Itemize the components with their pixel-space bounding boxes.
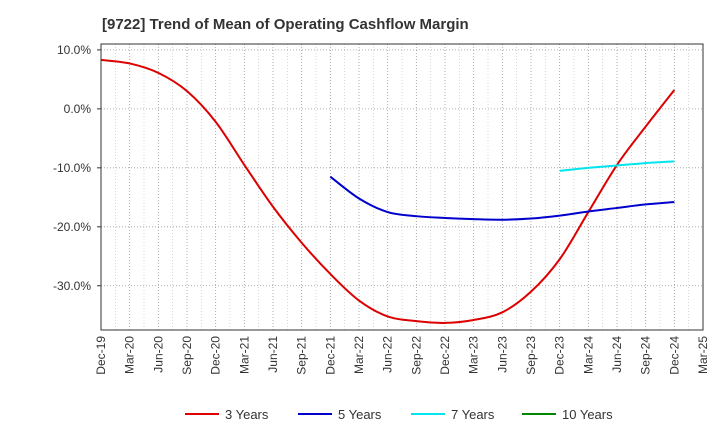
x-tick-label: Sep-21 xyxy=(295,336,309,375)
x-tick-label: Sep-23 xyxy=(524,336,538,375)
plot-area-frame xyxy=(100,43,704,331)
x-tick-label: Dec-23 xyxy=(553,336,567,375)
x-tick-label: Mar-23 xyxy=(467,336,481,374)
legend-label: 10 Years xyxy=(562,407,613,422)
legend-label: 3 Years xyxy=(225,407,269,422)
chart-title: [9722] Trend of Mean of Operating Cashfl… xyxy=(102,16,469,33)
x-tick-label: Mar-25 xyxy=(696,336,710,374)
x-tick-label: Mar-21 xyxy=(237,336,251,374)
x-tick-label: Jun-22 xyxy=(381,336,395,373)
x-tick-label: Jun-23 xyxy=(495,336,509,373)
x-tick-label: Mar-22 xyxy=(352,336,366,374)
y-tick-label: -30.0% xyxy=(53,279,91,293)
series-line-5-years xyxy=(329,175,675,221)
y-tick-label: -10.0% xyxy=(53,161,91,175)
legend-label: 7 Years xyxy=(451,407,495,422)
x-tick-label: Jun-24 xyxy=(610,336,624,373)
legend: 3 Years 5 Years 7 Years 10 Years xyxy=(185,407,613,422)
grid-lines xyxy=(101,44,703,330)
series-line-3-years xyxy=(100,58,676,324)
y-axis-tick-labels: 10.0% 0.0% -10.0% -20.0% -30.0% xyxy=(53,43,101,293)
x-tick-label: Sep-22 xyxy=(409,336,423,375)
y-tick-label: -20.0% xyxy=(53,220,91,234)
x-tick-label: Mar-20 xyxy=(123,336,137,374)
x-tick-label: Dec-22 xyxy=(438,336,452,375)
x-tick-label: Sep-20 xyxy=(180,336,194,375)
x-tick-label: Jun-20 xyxy=(151,336,165,373)
x-tick-label: Mar-24 xyxy=(581,336,595,374)
x-tick-label: Dec-21 xyxy=(323,336,337,375)
x-axis-tick-labels: Dec-19 Mar-20 Jun-20 Sep-20 Dec-20 Mar-21 Jun-… xyxy=(94,336,710,375)
legend-label: 5 Years xyxy=(338,407,382,422)
series-line-7-years xyxy=(559,160,675,172)
y-tick-label: 0.0% xyxy=(64,102,92,116)
series-lines xyxy=(100,58,676,324)
x-tick-label: Dec-20 xyxy=(209,336,223,375)
y-tick-label: 10.0% xyxy=(57,43,91,57)
x-tick-label: Dec-24 xyxy=(667,336,681,375)
x-tick-label: Sep-24 xyxy=(639,336,653,375)
x-tick-label: Dec-19 xyxy=(94,336,108,375)
x-tick-label: Jun-21 xyxy=(266,336,280,373)
